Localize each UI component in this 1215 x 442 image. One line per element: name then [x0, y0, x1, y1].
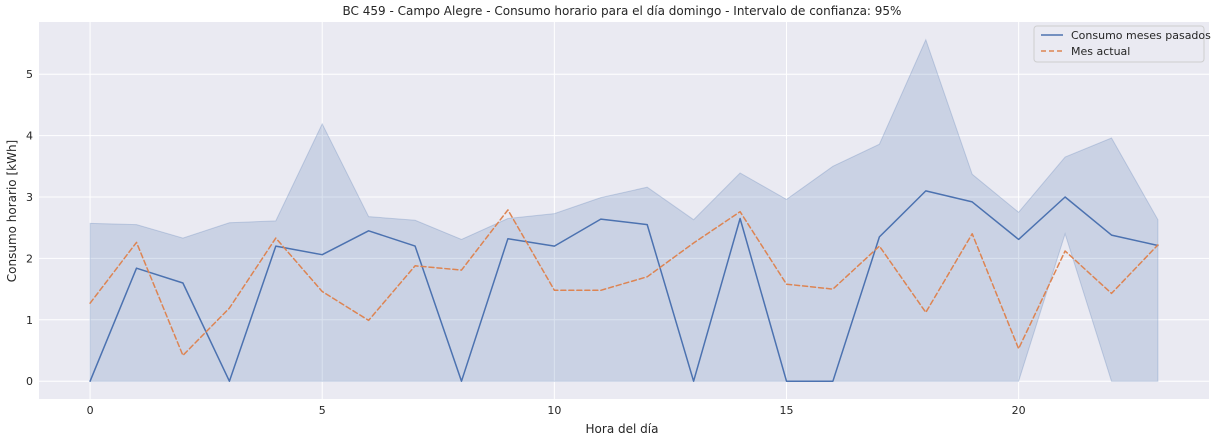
legend: Consumo meses pasados Mes actual: [1033, 25, 1211, 63]
y-tick-label: 1: [26, 314, 33, 327]
x-tick-label: 20: [1012, 404, 1026, 417]
y-axis-title: Consumo horario [kWh]: [5, 140, 19, 282]
legend-label-mes-actual: Mes actual: [1071, 45, 1130, 58]
y-tick-label: 2: [26, 252, 33, 265]
x-axis-title: Hora del día: [586, 422, 659, 436]
chart-title: BC 459 - Campo Alegre - Consumo horario …: [343, 4, 902, 18]
series-line-mes-actual: [89, 209, 1159, 357]
y-tick-label: 0: [26, 375, 33, 388]
series-line-consumo-meses-pasados: [89, 190, 1159, 382]
y-tick-label: 4: [26, 130, 33, 143]
x-tick-label: 5: [319, 404, 326, 417]
confidence-band: [89, 38, 1159, 382]
x-tick-label: 10: [547, 404, 561, 417]
y-tick-label: 3: [26, 191, 33, 204]
x-tick-label: 15: [780, 404, 794, 417]
confidence-interval-layer: [89, 38, 1159, 382]
y-tick-label: 5: [26, 68, 33, 81]
tick-label-layer: 0 5 10 15 20 0 1 2 3 4 5: [26, 68, 1026, 417]
legend-label-consumo-meses-pasados: Consumo meses pasados: [1071, 29, 1211, 42]
grid-layer: [39, 22, 1209, 399]
series-layer: [89, 190, 1159, 382]
x-tick-label: 0: [87, 404, 94, 417]
legend-box: [1033, 25, 1205, 63]
